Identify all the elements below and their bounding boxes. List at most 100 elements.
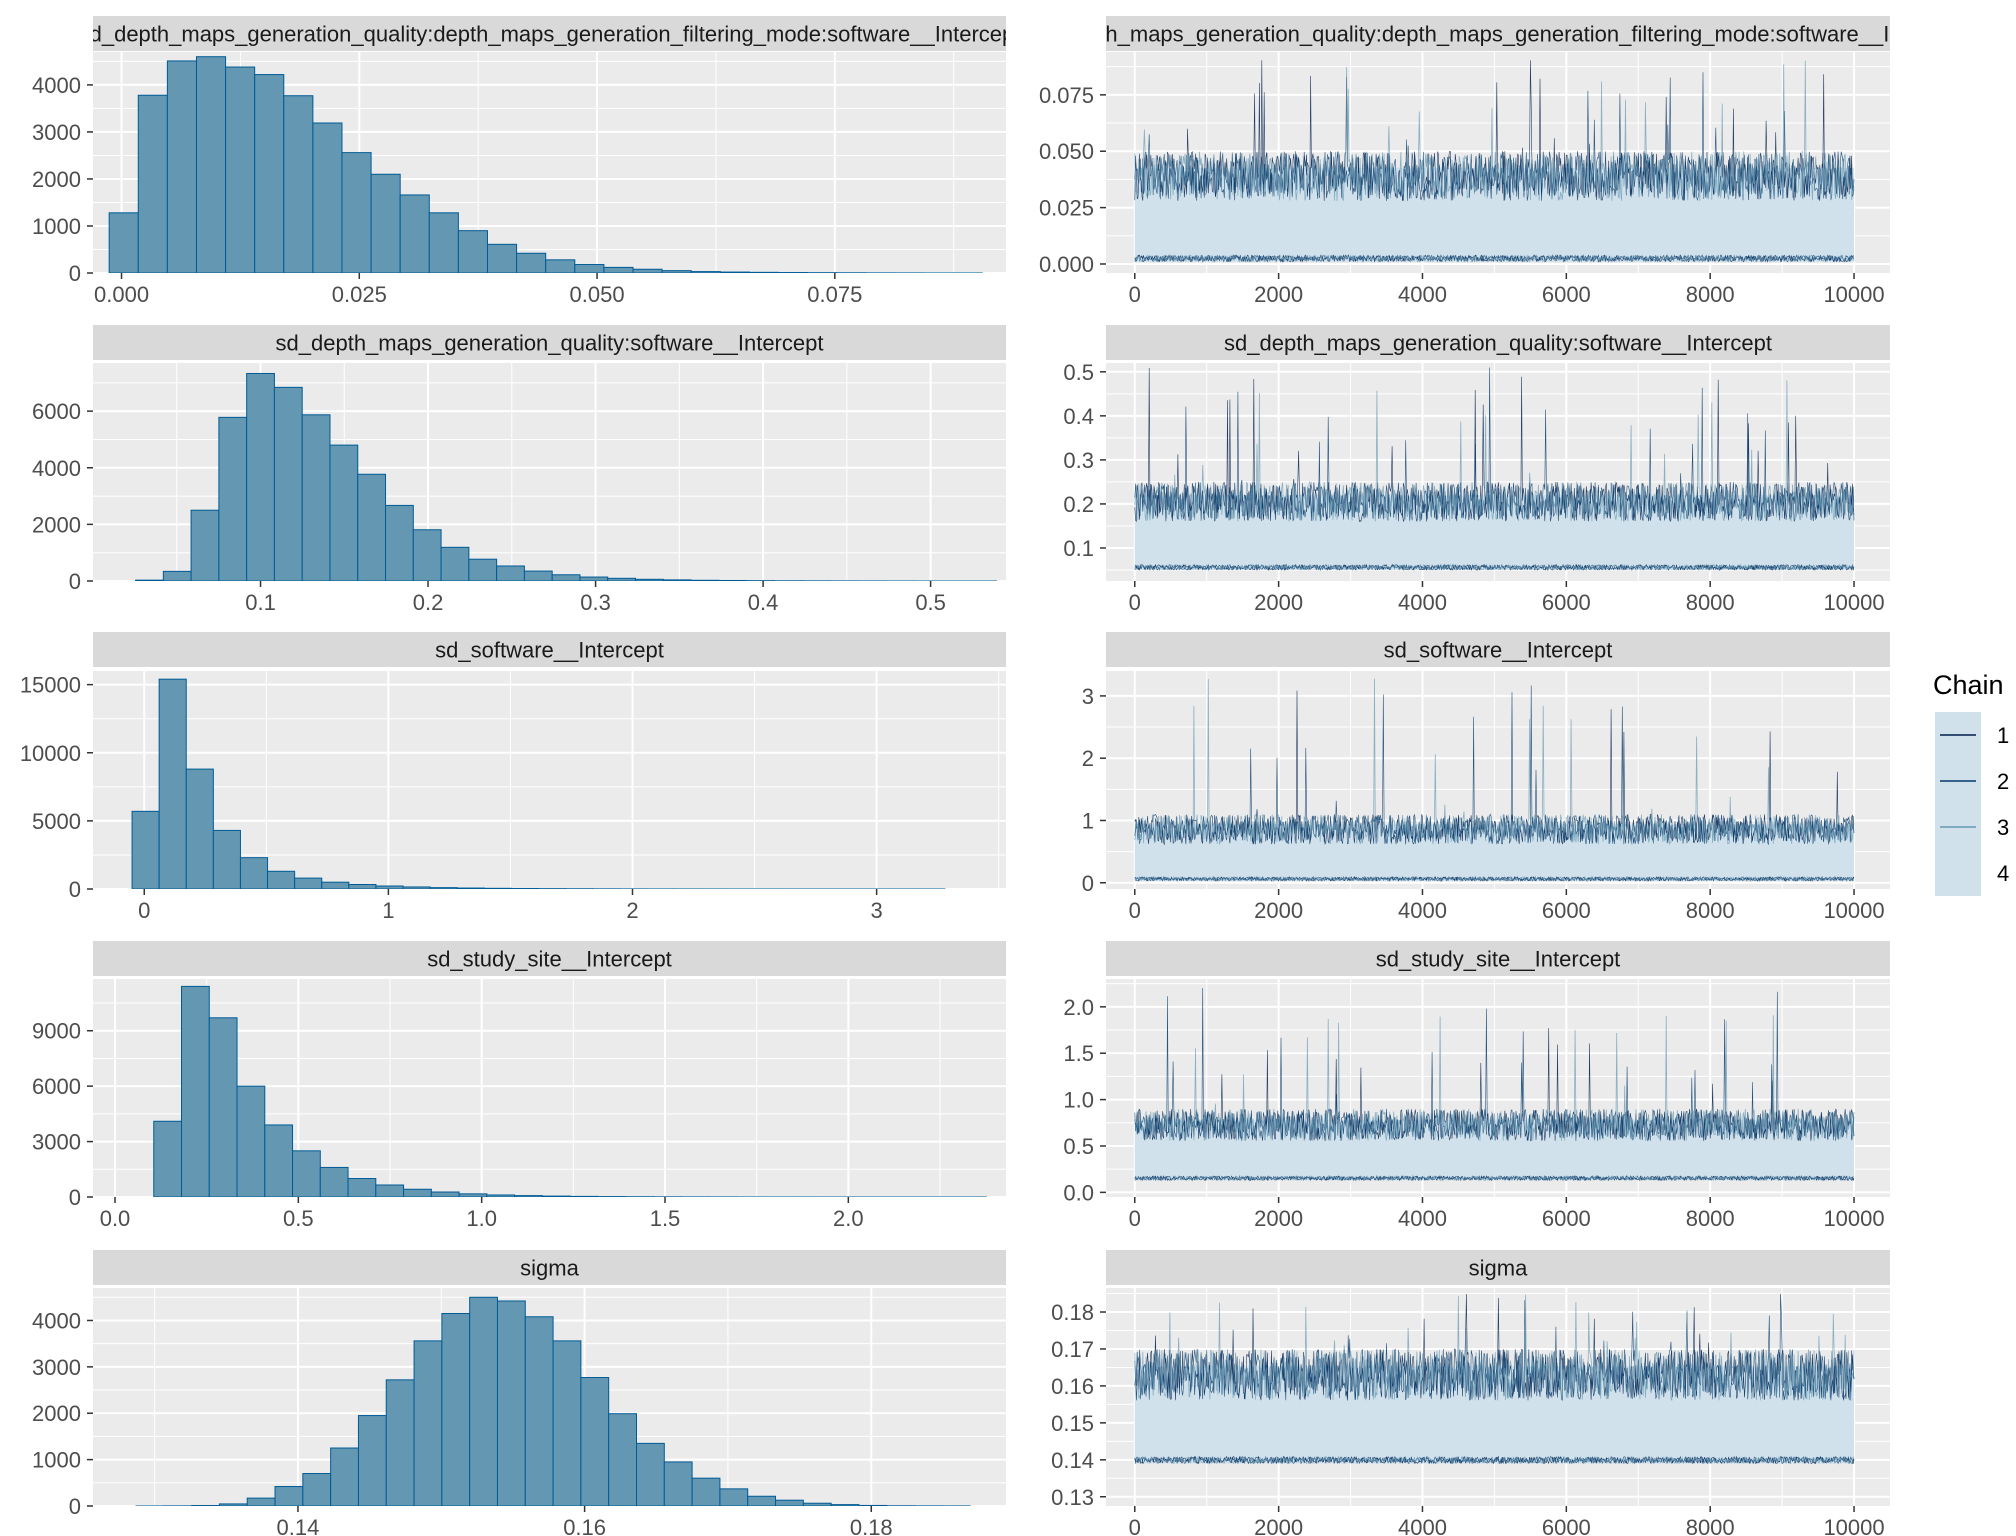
axes: 0 2000 4000 6000 8000 10000 0.1 0.2 0.3 0.4 0.5 (1063, 360, 1884, 615)
histogram-bar (246, 372, 275, 581)
y-tick-label: 0.4 (1063, 404, 1094, 429)
histogram-bar (429, 887, 458, 889)
histogram-bar (516, 252, 547, 273)
panel-trace-3: sd_study_site__Intercept 0 2000 4000 6000 800… (1063, 941, 1890, 1231)
facet-strip (1106, 941, 1890, 976)
histogram-bar (246, 1497, 276, 1506)
facet-strip-label: sd_study_site__Intercept (1376, 947, 1621, 972)
histogram-bar (718, 579, 748, 581)
x-tick-label: 0.050 (570, 282, 625, 307)
y-tick-label: 0.3 (1063, 448, 1094, 473)
histogram-bar (413, 1340, 443, 1506)
x-tick-label: 1.0 (466, 1206, 497, 1231)
y-tick-label: 0 (1082, 871, 1094, 896)
histogram-bar (267, 870, 296, 889)
facet-strip (93, 632, 1006, 667)
x-tick-label: 6000 (1542, 898, 1591, 923)
histogram-bar (218, 1503, 248, 1506)
x-tick-label: 2.0 (833, 1206, 864, 1231)
histogram-bar (185, 768, 214, 889)
histogram-bar (312, 122, 343, 273)
panels-group: sd_depth_maps_generation_quality:depth_m… (20, 16, 1969, 1536)
y-tick-label: 2000 (32, 512, 81, 537)
y-tick-label: 0.15 (1051, 1411, 1094, 1436)
histogram-bar (329, 444, 359, 581)
histogram-bar (691, 1477, 721, 1506)
x-tick-label: 10000 (1823, 898, 1884, 923)
histogram-bar (294, 877, 323, 889)
histogram-bar (273, 386, 303, 581)
x-tick-label: 2000 (1254, 898, 1303, 923)
data-marks (1134, 1293, 1855, 1465)
axes: 0.0 0.5 1.0 1.5 2.0 0 3000 6000 9000 (32, 1019, 864, 1231)
trace-chain-1-lower (1134, 563, 1855, 572)
y-tick-label: 10000 (20, 741, 81, 766)
y-tick-label: 0.025 (1039, 196, 1094, 221)
legend-label-2: 2 (1997, 769, 2009, 794)
x-tick-label: 8000 (1686, 898, 1735, 923)
facet-strip-label: sigma (520, 1256, 579, 1281)
histogram-bar (430, 1191, 460, 1197)
x-tick-label: 4000 (1398, 898, 1447, 923)
trace-chain-3-lower (1134, 875, 1855, 883)
y-tick-label: 0.18 (1051, 1300, 1094, 1325)
x-tick-label: 0.4 (748, 590, 779, 615)
axes: 0 1 2 3 0 5000 10000 15000 (20, 673, 883, 923)
histogram-bar (569, 1195, 599, 1197)
histogram-bar (468, 558, 498, 581)
data-marks (153, 985, 987, 1197)
facet-strip-label: sd_depth_maps_generation_quality:depth_m… (1027, 22, 1969, 47)
y-tick-label: 2.0 (1063, 995, 1094, 1020)
x-tick-label: 1.5 (650, 1206, 681, 1231)
trace-chain-3-lower (1134, 253, 1855, 263)
histogram-bar (483, 887, 512, 889)
x-tick-label: 8000 (1686, 282, 1735, 307)
x-tick-label: 0.14 (277, 1515, 320, 1536)
trace-chain-3-upper (1134, 60, 1855, 202)
x-tick-label: 0.0 (100, 1206, 131, 1231)
axes: 0 2000 4000 6000 8000 10000 0.13 0.14 0.15 0.16 0.… (1051, 1300, 1884, 1536)
histogram-bar (719, 271, 750, 273)
data-marks (1134, 988, 1855, 1182)
y-tick-label: 9000 (32, 1019, 81, 1044)
facet-strip (1106, 325, 1890, 360)
trace-chain-2-lower (1134, 254, 1855, 263)
legend-label-4: 4 (1997, 861, 2009, 886)
histogram-bar (574, 264, 605, 273)
facet-strip-label: sd_depth_maps_generation_quality:softwar… (1224, 331, 1772, 356)
x-tick-label: 4000 (1398, 1206, 1447, 1231)
facet-strip (93, 16, 1006, 51)
facet-strip (1106, 1250, 1890, 1285)
histogram-bar (541, 1195, 571, 1197)
facet-strip (93, 1250, 1006, 1285)
histogram-bar (264, 1124, 294, 1197)
legend-title: Chain (1933, 670, 2004, 700)
x-tick-label: 8000 (1686, 1206, 1735, 1231)
histogram-bar (496, 565, 525, 581)
y-tick-label: 0 (69, 569, 81, 594)
histogram-bar (385, 1379, 415, 1506)
panel-trace-1: sd_depth_maps_generation_quality:softwar… (1063, 325, 1890, 615)
histogram-bar (514, 1195, 543, 1197)
data-marks (135, 372, 998, 581)
histogram-bar (636, 1442, 665, 1506)
histogram-bar (292, 1150, 321, 1197)
trace-chain-3-upper (1134, 678, 1855, 846)
histogram-bar (370, 173, 401, 273)
x-tick-label: 6000 (1542, 1206, 1591, 1231)
x-tick-label: 0.000 (94, 282, 149, 307)
facet-strip (1106, 16, 1890, 51)
histogram-bar (402, 886, 431, 889)
histogram-bar (469, 1296, 498, 1506)
trace-chain-3-lower (1134, 1174, 1855, 1182)
histogram-bar (802, 1502, 832, 1506)
y-tick-label: 5000 (32, 809, 81, 834)
facet-strip-label: sd_software__Intercept (1384, 638, 1613, 663)
histogram-bar (830, 1504, 860, 1506)
histogram-bar (195, 56, 227, 273)
panel-trace-2: sd_software__Intercept 0 2000 4000 6000 8000 1… (1082, 632, 1890, 923)
trace-chain-2-upper (1134, 685, 1855, 846)
histogram-bar (719, 1488, 749, 1506)
axes: 0.1 0.2 0.3 0.4 0.5 0 2000 4000 6000 (32, 399, 946, 615)
histogram-bar (663, 1461, 693, 1506)
